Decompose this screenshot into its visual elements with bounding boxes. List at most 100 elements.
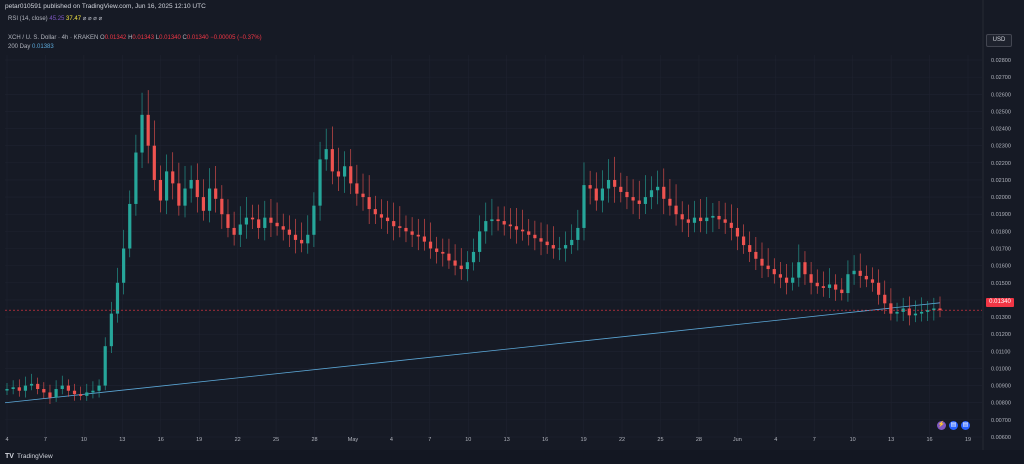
x-tick-label: 13: [119, 437, 125, 443]
candle-body: [250, 217, 255, 220]
x-tick-label: 19: [581, 437, 587, 443]
candle-body: [214, 188, 218, 199]
flag-us-icon-2[interactable]: ▤: [961, 421, 970, 430]
candle-body: [453, 260, 457, 266]
candle-body: [398, 226, 402, 228]
x-tick-label: 7: [44, 437, 47, 443]
x-tick-label: 19: [196, 437, 202, 443]
y-tick-label: 0.02400: [991, 127, 1011, 133]
x-tick-label: May: [348, 437, 359, 443]
candle-body: [656, 186, 660, 191]
candle-body: [827, 284, 832, 288]
candle-body: [496, 219, 500, 222]
candle-body: [195, 179, 199, 198]
candle-body: [508, 224, 512, 227]
lightning-icon[interactable]: ⚡: [937, 421, 946, 430]
candle-body: [883, 294, 887, 304]
y-tick-label: 0.00900: [991, 384, 1011, 390]
candle-body: [631, 197, 635, 201]
candle-body: [784, 277, 789, 283]
ma-legend[interactable]: 200 Day 0.01383: [8, 44, 54, 50]
candle-body: [97, 385, 101, 391]
y-tick-label: 0.00800: [991, 401, 1011, 407]
candle-body: [134, 152, 138, 204]
candle-body: [741, 236, 746, 246]
open-label: O: [100, 35, 105, 41]
candle-body: [42, 389, 46, 393]
candle-body: [459, 265, 463, 270]
candle-body: [342, 166, 347, 177]
flag-us-icon[interactable]: ▤: [949, 421, 958, 430]
x-tick-label: 4: [390, 437, 393, 443]
candle-body: [164, 171, 169, 201]
candle-body: [367, 197, 371, 210]
candle-body: [699, 217, 703, 222]
tradingview-logo[interactable]: TV TradingView: [5, 453, 53, 460]
candle-body: [79, 394, 83, 396]
candle-body: [889, 303, 893, 314]
x-tick-label: 25: [273, 437, 279, 443]
candle-body: [146, 114, 150, 146]
high-label: H: [128, 35, 133, 41]
candle-body: [557, 248, 562, 250]
candle-body: [392, 221, 396, 227]
candle-body: [907, 308, 911, 316]
rsi-value-2: 37.47: [66, 16, 82, 22]
symbol-label: XCH / U. S. Dollar · 4h · KRAKEN: [8, 35, 99, 41]
candle-body: [171, 171, 175, 184]
candle-body: [643, 197, 647, 204]
candle-body: [152, 145, 156, 180]
x-tick-label: 10: [465, 437, 471, 443]
candle-body: [404, 227, 408, 232]
candle-body: [545, 241, 549, 246]
rsi-legend[interactable]: RSI (14, close) 45.25 37.47 ⌀ ⌀ ⌀ ⌀: [8, 15, 102, 22]
candle-body: [877, 282, 881, 295]
open-value: 0.01342: [104, 35, 127, 41]
candle-body: [85, 392, 89, 396]
ma200-line: [4, 302, 941, 404]
candle-body: [410, 231, 414, 235]
candle-body: [91, 390, 95, 393]
currency-button[interactable]: USD: [986, 34, 1012, 47]
candle-body: [840, 289, 844, 294]
candle-body: [778, 274, 783, 278]
candle-body: [428, 241, 433, 249]
candle-body: [72, 390, 77, 395]
candle-body: [613, 179, 617, 187]
candle-body: [551, 245, 555, 249]
y-tick-label: 0.01200: [991, 332, 1011, 338]
symbol-legend[interactable]: XCH / U. S. Dollar · 4h · KRAKEN O0.0134…: [8, 35, 262, 41]
candle-body: [895, 311, 899, 314]
tv-logo-icon: TV: [5, 453, 14, 460]
candle-body: [527, 231, 531, 235]
candle-body: [686, 219, 690, 223]
candle-body: [674, 205, 678, 215]
candle-body: [330, 149, 334, 172]
y-tick-label: 0.00700: [991, 418, 1011, 424]
x-tick-label: 16: [158, 437, 164, 443]
candle-body: [257, 219, 261, 228]
candle-body: [484, 221, 488, 232]
candle-body: [858, 270, 862, 276]
candle-body: [281, 226, 285, 230]
candle-body: [594, 188, 598, 201]
candle-body: [201, 197, 206, 211]
candle-body: [913, 313, 918, 316]
x-tick-label: 16: [926, 437, 932, 443]
candle-body: [834, 284, 838, 290]
x-tick-label: 28: [311, 437, 317, 443]
candle-body: [115, 282, 120, 314]
candle-body: [422, 236, 426, 242]
candle-body: [361, 193, 365, 198]
y-tick-label: 0.01100: [991, 349, 1010, 355]
low-value: 0.01340: [159, 35, 181, 41]
rsi-settings-icons[interactable]: ⌀ ⌀ ⌀ ⌀: [82, 16, 103, 22]
candle-body: [349, 166, 353, 184]
candle-body: [932, 308, 936, 311]
candle-body: [852, 270, 856, 275]
candle-body: [183, 188, 187, 206]
candle-body: [797, 262, 801, 278]
y-tick-label: 0.01000: [991, 366, 1011, 372]
price-chart[interactable]: 0.02800 0.02700 0.02600 0.02500 0.02400 0.023…: [0, 0, 1024, 450]
candle-body: [60, 385, 64, 390]
